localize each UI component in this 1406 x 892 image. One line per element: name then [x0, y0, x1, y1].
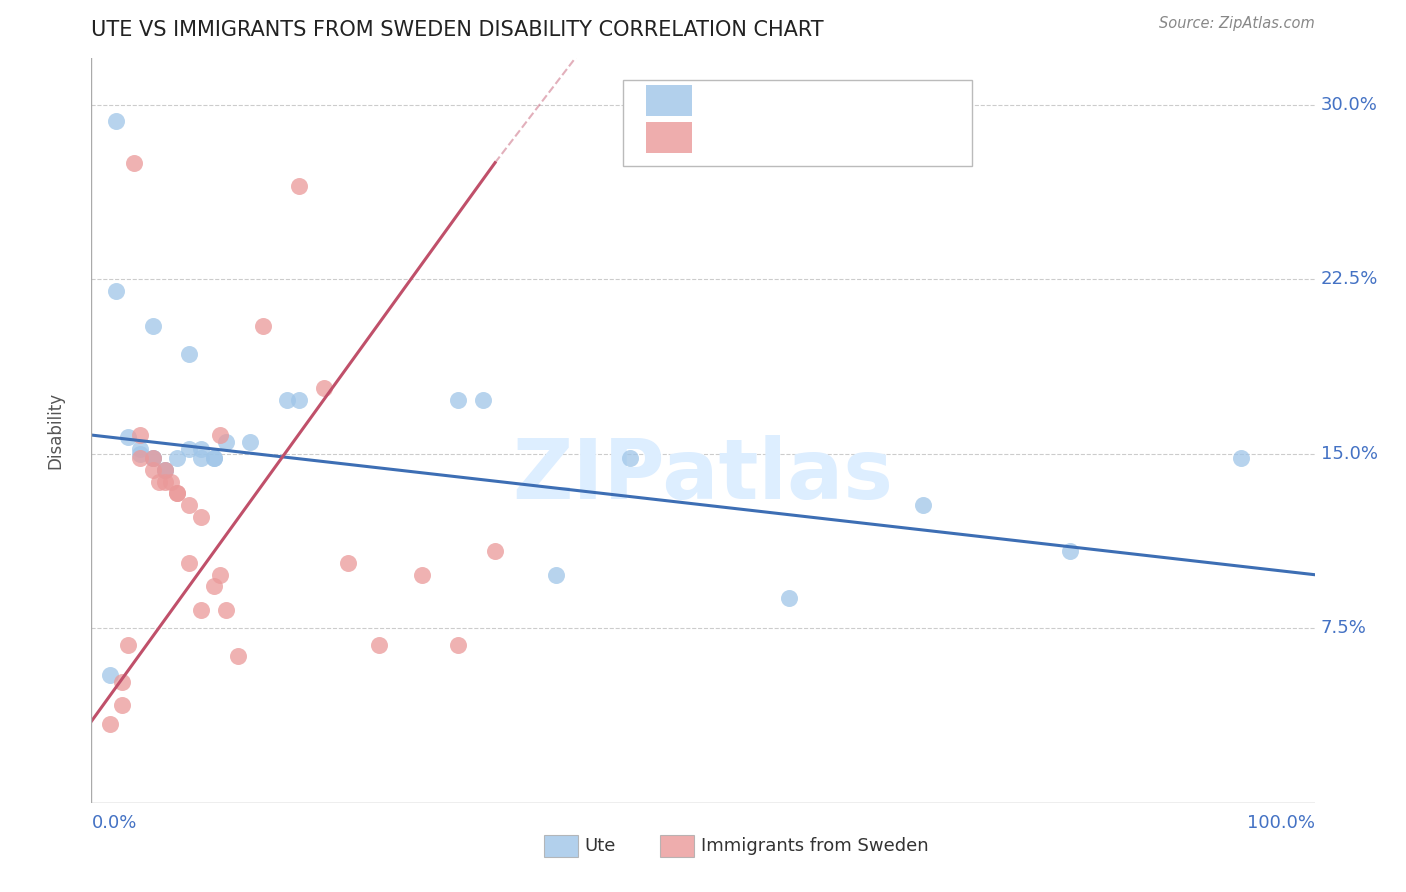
Point: [288, 179, 311, 194]
Point: [190, 509, 212, 524]
Text: Disability: Disability: [46, 392, 65, 469]
Point: [141, 463, 163, 477]
Point: [98, 667, 121, 681]
Bar: [661, 835, 695, 857]
Point: [1059, 544, 1081, 558]
Point: [179, 346, 201, 360]
Text: R = -0.349: R = -0.349: [707, 90, 811, 109]
Point: [153, 463, 176, 477]
Point: [411, 567, 433, 582]
Point: [117, 638, 139, 652]
Text: Immigrants from Sweden: Immigrants from Sweden: [700, 837, 928, 855]
Point: [179, 556, 201, 570]
Point: [141, 318, 163, 333]
Point: [153, 463, 176, 477]
Point: [153, 475, 176, 489]
Point: [104, 284, 127, 298]
Point: [122, 155, 145, 169]
Point: [276, 393, 298, 408]
Text: N = 32: N = 32: [856, 128, 929, 146]
Text: Source: ZipAtlas.com: Source: ZipAtlas.com: [1159, 16, 1315, 31]
Point: [190, 602, 212, 616]
Point: [111, 698, 134, 712]
Point: [337, 556, 360, 570]
Point: [153, 463, 176, 477]
Bar: [645, 122, 692, 153]
Point: [226, 649, 249, 664]
Point: [160, 475, 183, 489]
Point: [129, 447, 152, 461]
Point: [367, 638, 389, 652]
Text: 15.0%: 15.0%: [1320, 445, 1378, 463]
Point: [141, 451, 163, 466]
Point: [288, 393, 311, 408]
Point: [166, 486, 188, 500]
Text: Ute: Ute: [585, 837, 616, 855]
Point: [141, 451, 163, 466]
Point: [148, 475, 170, 489]
Point: [98, 716, 121, 731]
Text: R =  0.420: R = 0.420: [707, 128, 811, 146]
Bar: [645, 85, 692, 116]
Point: [778, 591, 800, 605]
Point: [104, 113, 127, 128]
Point: [1230, 451, 1253, 466]
FancyBboxPatch shape: [623, 80, 972, 166]
Text: 100.0%: 100.0%: [1247, 814, 1315, 832]
Point: [179, 498, 201, 512]
Point: [111, 674, 134, 689]
Point: [312, 382, 335, 396]
Point: [117, 430, 139, 444]
Text: UTE VS IMMIGRANTS FROM SWEDEN DISABILITY CORRELATION CHART: UTE VS IMMIGRANTS FROM SWEDEN DISABILITY…: [91, 21, 824, 40]
Point: [166, 451, 188, 466]
Point: [215, 435, 238, 450]
Point: [447, 393, 470, 408]
Point: [208, 567, 231, 582]
Point: [190, 442, 212, 456]
Point: [202, 451, 225, 466]
Text: 7.5%: 7.5%: [1320, 619, 1367, 637]
Point: [208, 428, 231, 442]
Point: [912, 498, 935, 512]
Text: 0.0%: 0.0%: [91, 814, 136, 832]
Point: [484, 544, 506, 558]
Text: 30.0%: 30.0%: [1320, 95, 1378, 113]
Point: [619, 451, 641, 466]
Point: [179, 442, 201, 456]
Point: [129, 428, 152, 442]
Point: [546, 567, 568, 582]
Text: N = 30: N = 30: [856, 90, 929, 109]
Point: [471, 393, 494, 408]
Bar: [544, 835, 578, 857]
Point: [129, 442, 152, 456]
Point: [190, 451, 212, 466]
Point: [141, 451, 163, 466]
Point: [252, 318, 274, 333]
Point: [239, 435, 262, 450]
Point: [202, 579, 225, 593]
Text: ZIPatlas: ZIPatlas: [513, 434, 893, 516]
Point: [202, 451, 225, 466]
Point: [215, 602, 238, 616]
Point: [166, 486, 188, 500]
Point: [447, 638, 470, 652]
Point: [129, 451, 152, 466]
Text: 22.5%: 22.5%: [1320, 270, 1378, 288]
